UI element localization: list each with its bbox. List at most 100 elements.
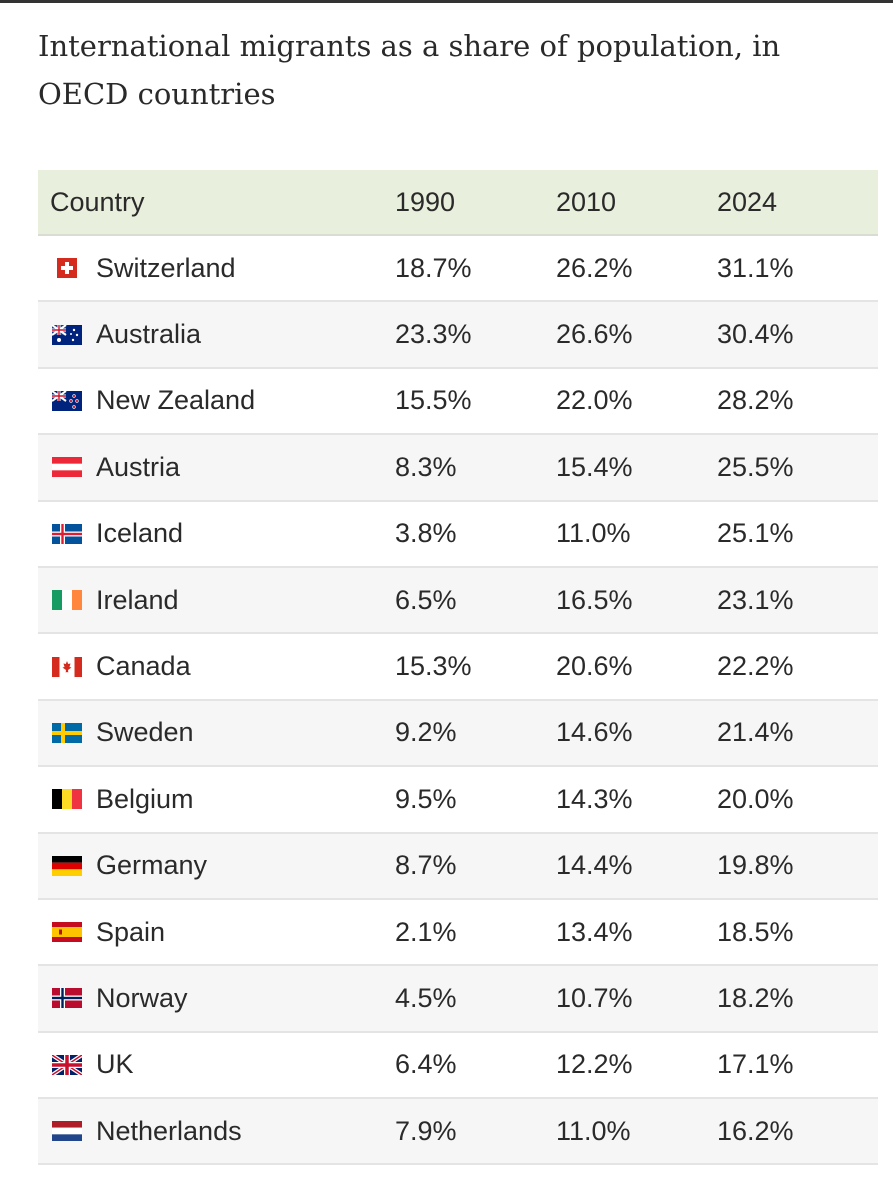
table-row: Sweden 9.2% 14.6% 21.4% — [38, 699, 878, 768]
cell-2024: 30.4% — [717, 301, 878, 369]
table-row: Germany 8.7% 14.4% 19.8% — [38, 832, 878, 900]
country-name: Canada — [96, 651, 191, 682]
cell-1990: 4.5% — [395, 965, 556, 1033]
cell-2010: 15.4% — [556, 434, 717, 502]
netherlands-flag-icon — [52, 1121, 82, 1142]
cell-country: Netherlands — [38, 1098, 395, 1166]
cell-country: Belgium — [38, 766, 395, 834]
table-row: Iceland 3.8% 11.0% 25.1% — [38, 500, 878, 568]
country-name: New Zealand — [96, 385, 256, 416]
cell-1990: 15.3% — [395, 633, 556, 701]
austria-flag-icon — [52, 457, 82, 478]
table-row: UK 6.4% 12.2% 17.1% — [38, 1031, 878, 1100]
country-name: Belgium — [96, 783, 194, 814]
cell-2010: 11.0% — [556, 500, 717, 568]
cell-1990: 2.1% — [395, 898, 556, 967]
uk-flag-icon — [52, 1054, 82, 1075]
cell-country: Norway — [38, 965, 395, 1033]
data-table: Country 1990 2010 2024 Switzerland 18.7% 2… — [38, 170, 878, 1166]
cell-2024: 18.5% — [717, 898, 878, 967]
header-country: Country — [38, 170, 395, 236]
cell-1990: 8.3% — [395, 434, 556, 502]
cell-2024: 17.1% — [717, 1031, 878, 1100]
cell-2024: 31.1% — [717, 235, 878, 303]
country-name: Iceland — [96, 518, 184, 549]
country-name: Netherlands — [96, 1115, 242, 1146]
migrants-table: Country 1990 2010 2024 Switzerland 18.7% 2… — [38, 170, 878, 1166]
country-name: Switzerland — [96, 252, 236, 283]
table-row: Canada 15.3% 20.6% 22.2% — [38, 633, 878, 701]
cell-2010: 12.2% — [556, 1031, 717, 1100]
cell-2010: 14.6% — [556, 699, 717, 768]
cell-country: New Zealand — [38, 367, 395, 436]
table-row: Belgium 9.5% 14.3% 20.0% — [38, 766, 878, 834]
cell-country: Ireland — [38, 566, 395, 635]
cell-2010: 10.7% — [556, 965, 717, 1033]
header-1990: 1990 — [395, 170, 556, 236]
table-row: Ireland 6.5% 16.5% 23.1% — [38, 566, 878, 635]
cell-1990: 6.5% — [395, 566, 556, 635]
top-rule — [0, 0, 893, 3]
header-2024: 2024 — [717, 170, 878, 236]
cell-2010: 16.5% — [556, 566, 717, 635]
cell-1990: 23.3% — [395, 301, 556, 369]
cell-2010: 11.0% — [556, 1098, 717, 1166]
cell-country: Switzerland — [38, 235, 395, 303]
spain-flag-icon — [52, 922, 82, 943]
cell-2024: 16.2% — [717, 1098, 878, 1166]
table-row: Netherlands 7.9% 11.0% 16.2% — [38, 1098, 878, 1166]
cell-2010: 26.6% — [556, 301, 717, 369]
belgium-flag-icon — [52, 789, 82, 810]
country-name: Norway — [96, 982, 188, 1013]
country-name: Australia — [96, 319, 202, 350]
cell-country: Iceland — [38, 500, 395, 568]
iceland-flag-icon — [52, 523, 82, 544]
cell-1990: 6.4% — [395, 1031, 556, 1100]
cell-2010: 20.6% — [556, 633, 717, 701]
ireland-flag-icon — [52, 590, 82, 611]
cell-2024: 19.8% — [717, 832, 878, 900]
cell-2024: 20.0% — [717, 766, 878, 834]
cell-1990: 3.8% — [395, 500, 556, 568]
new-zealand-flag-icon — [52, 390, 82, 411]
cell-2010: 13.4% — [556, 898, 717, 967]
table-row: New Zealand 15.5% 22.0% 28.2% — [38, 367, 878, 436]
cell-1990: 9.5% — [395, 766, 556, 834]
cell-1990: 18.7% — [395, 235, 556, 303]
cell-2024: 21.4% — [717, 699, 878, 768]
cell-2024: 22.2% — [717, 633, 878, 701]
table-row: Norway 4.5% 10.7% 18.2% — [38, 965, 878, 1033]
country-name: UK — [96, 1049, 134, 1080]
cell-country: Spain — [38, 898, 395, 967]
cell-1990: 8.7% — [395, 832, 556, 900]
switzerland-flag-icon — [52, 258, 82, 279]
table-row: Australia 23.3% 26.6% 30.4% — [38, 301, 878, 369]
cell-2024: 18.2% — [717, 965, 878, 1033]
cell-country: Australia — [38, 301, 395, 369]
cell-country: UK — [38, 1031, 395, 1100]
cell-1990: 7.9% — [395, 1098, 556, 1166]
cell-country: Austria — [38, 434, 395, 502]
cell-2010: 14.3% — [556, 766, 717, 834]
australia-flag-icon — [52, 324, 82, 345]
cell-1990: 15.5% — [395, 367, 556, 436]
cell-2010: 26.2% — [556, 235, 717, 303]
cell-country: Germany — [38, 832, 395, 900]
cell-2024: 28.2% — [717, 367, 878, 436]
cell-2010: 14.4% — [556, 832, 717, 900]
country-name: Ireland — [96, 584, 179, 615]
table-row: Spain 2.1% 13.4% 18.5% — [38, 898, 878, 967]
cell-2024: 25.5% — [717, 434, 878, 502]
header-2010: 2010 — [556, 170, 717, 236]
table-row: Austria 8.3% 15.4% 25.5% — [38, 434, 878, 502]
canada-flag-icon — [52, 656, 82, 677]
cell-2010: 22.0% — [556, 367, 717, 436]
country-name: Sweden — [96, 717, 194, 748]
cell-2024: 23.1% — [717, 566, 878, 635]
country-name: Spain — [96, 916, 166, 947]
table-row: Switzerland 18.7% 26.2% 31.1% — [38, 235, 878, 303]
country-name: Germany — [96, 850, 208, 881]
cell-country: Sweden — [38, 699, 395, 768]
norway-flag-icon — [52, 988, 82, 1009]
table-body: Switzerland 18.7% 26.2% 31.1% Australia 23.3%… — [38, 235, 878, 1166]
